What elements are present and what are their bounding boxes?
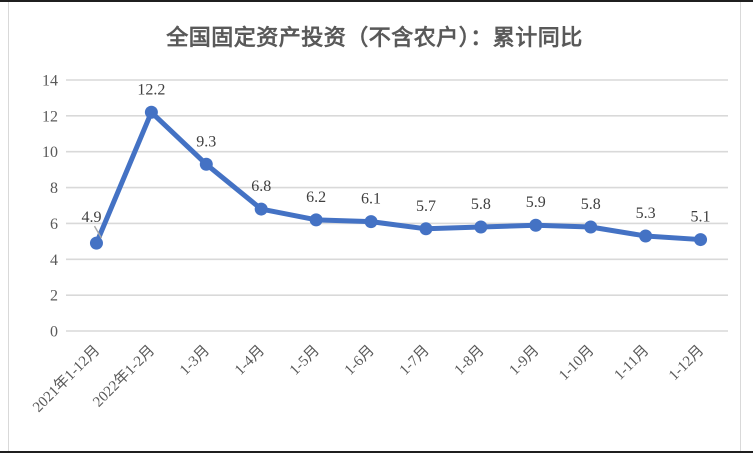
data-label: 6.2 [306, 189, 326, 206]
leader-line [93, 225, 103, 239]
y-axis-tick-label: 12 [42, 108, 58, 125]
data-point-marker [639, 229, 653, 243]
x-axis-tick-label: 1-12月 [666, 343, 707, 384]
data-label: 5.8 [581, 196, 601, 213]
data-point-marker [144, 105, 158, 119]
data-point-marker [584, 220, 598, 234]
x-axis-tick-label: 2021年1-12月 [29, 342, 103, 416]
data-label: 5.8 [471, 196, 491, 213]
x-axis-tick-label: 1-3月 [177, 343, 213, 379]
data-label: 5.1 [691, 209, 711, 226]
data-label: 6.1 [361, 191, 381, 208]
x-axis-tick-label: 1-9月 [507, 343, 543, 379]
y-axis-tick-label: 4 [50, 252, 58, 269]
data-point-marker [419, 222, 433, 236]
y-axis-tick-label: 10 [42, 144, 58, 161]
data-point-marker [694, 233, 708, 247]
x-axis-tick-label: 1-6月 [342, 343, 378, 379]
x-axis-tick-label: 1-5月 [287, 343, 323, 379]
x-axis-tick-label: 1-8月 [452, 343, 488, 379]
data-point-marker [199, 157, 213, 171]
data-point-marker [364, 215, 378, 229]
data-point-marker [254, 202, 268, 216]
x-axis-tick-label: 1-11月 [611, 343, 652, 384]
y-axis-tick-label: 0 [50, 324, 58, 341]
data-label: 5.9 [526, 194, 546, 211]
data-label: 9.3 [196, 133, 216, 150]
data-label: 12.2 [137, 81, 165, 98]
data-point-marker [529, 218, 543, 232]
data-label: 6.8 [251, 178, 271, 195]
data-label: 5.7 [416, 198, 436, 215]
x-axis-tick-label: 1-7月 [397, 343, 433, 379]
x-axis-tick-label: 1-4月 [232, 343, 268, 379]
data-point-marker [89, 236, 103, 250]
data-point-marker [474, 220, 488, 234]
chart-title: 全国固定资产投资（不含农户）：累计同比 [166, 25, 583, 50]
data-line [93, 109, 704, 246]
y-axis-tick-label: 14 [42, 73, 58, 90]
data-label: 4.9 [81, 209, 101, 226]
y-axis-tick-label: 8 [50, 180, 58, 197]
data-label: 5.3 [636, 205, 656, 222]
data-point-marker [309, 213, 323, 227]
x-axis-tick-label: 1-10月 [556, 343, 597, 384]
y-axis-tick-label: 6 [50, 216, 58, 233]
y-axis-tick-label: 2 [50, 288, 58, 305]
